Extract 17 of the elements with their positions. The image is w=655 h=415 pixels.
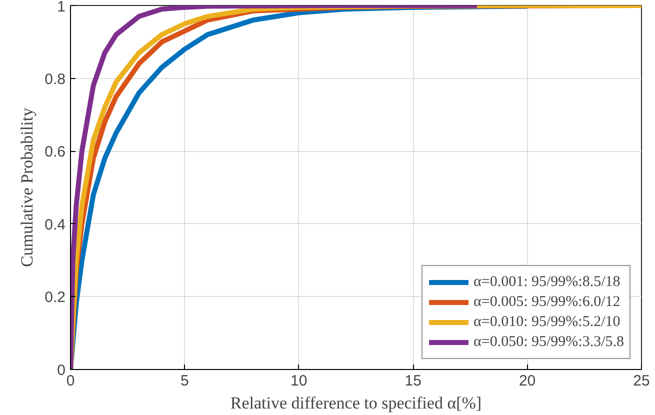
x-tick-label: 10 bbox=[290, 372, 308, 390]
y-tick-label: 0.2 bbox=[44, 289, 66, 306]
y-axis-title: Cumulative Probability bbox=[18, 107, 37, 268]
x-tick-label: 15 bbox=[404, 372, 422, 390]
y-tick-label: 0.6 bbox=[44, 144, 66, 161]
x-tick-label: 20 bbox=[518, 372, 536, 390]
x-tick-label: 25 bbox=[633, 372, 650, 390]
y-tick-label: 0 bbox=[57, 362, 66, 379]
legend-label: α=0.010: 95/99%:5.2/10 bbox=[474, 313, 620, 331]
y-tick-label: 0.8 bbox=[44, 70, 66, 88]
legend-label: α=0.005: 95/99%:6.0/12 bbox=[474, 293, 620, 311]
y-tick-label: 0.4 bbox=[44, 216, 66, 234]
x-axis-title: Relative difference to specified α[%] bbox=[230, 394, 482, 412]
y-tick-label: 1 bbox=[57, 0, 66, 16]
legend-label: α=0.050: 95/99%:3.3/5.8 bbox=[474, 333, 624, 351]
legend-label: α=0.001: 95/99%:8.5/18 bbox=[474, 273, 620, 291]
x-tick-label: 5 bbox=[180, 372, 189, 390]
